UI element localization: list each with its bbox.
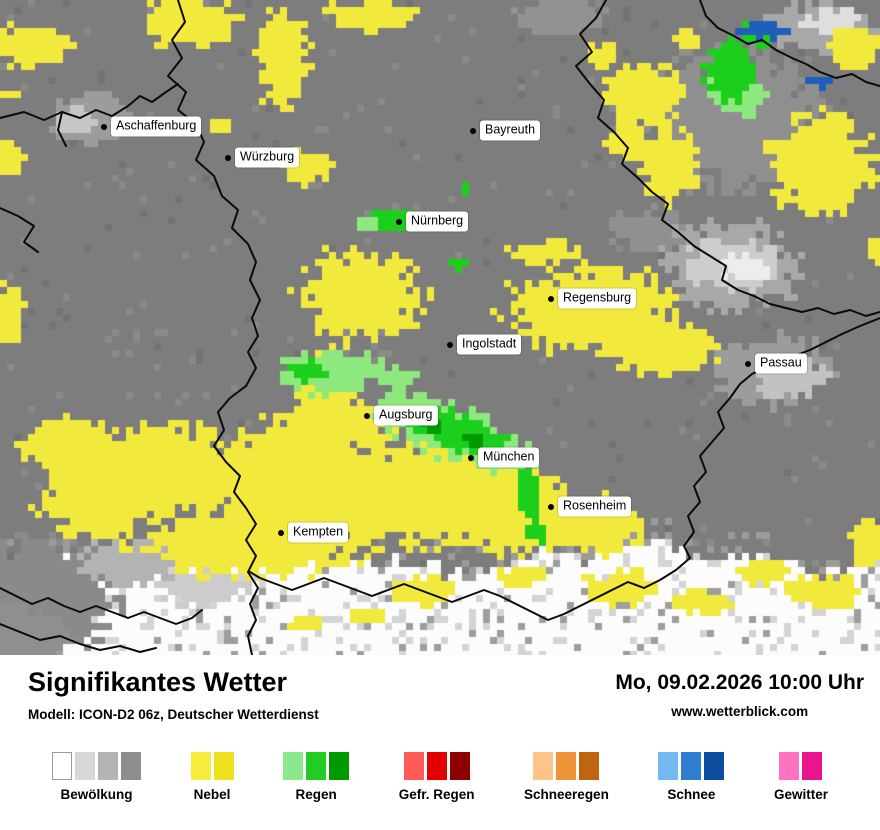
legend-group-bewölkung: Bewölkung	[52, 752, 141, 802]
legend-swatch	[190, 752, 211, 780]
legend-swatch	[403, 752, 424, 780]
legend-swatch	[449, 752, 470, 780]
legend-swatches	[52, 752, 141, 780]
city-dot	[745, 361, 751, 367]
legend-group-schneeregen: Schneeregen	[524, 752, 609, 802]
legend-group-nebel: Nebel	[190, 752, 234, 802]
city-markers-layer: Aschaffenburg Würzburg Bayreuth Nürnberg Reg…	[101, 116, 807, 542]
legend-swatch	[681, 752, 702, 780]
city-label-kempten: Kempten	[288, 522, 349, 542]
weather-map: Aschaffenburg Würzburg Bayreuth Nürnberg Reg…	[0, 0, 880, 655]
legend-swatch	[213, 752, 234, 780]
footer: Signifikantes Wetter Modell: ICON-D2 06z…	[0, 655, 880, 830]
city-dot	[468, 455, 474, 461]
legend-swatch	[75, 752, 95, 780]
city-dot	[364, 413, 370, 419]
city-dot	[447, 342, 453, 348]
legend-swatch	[52, 752, 72, 780]
city-label-regensburg: Regensburg	[558, 288, 637, 308]
legend-swatch	[556, 752, 577, 780]
city-label-ingolstadt: Ingolstadt	[457, 334, 522, 354]
city-label-nürnberg: Nürnberg	[406, 211, 469, 231]
city-label-münchen: München	[478, 447, 540, 467]
legend-swatches	[533, 752, 600, 780]
legend-swatches	[283, 752, 350, 780]
page-title: Signifikantes Wetter	[28, 667, 288, 697]
legend-swatch	[779, 752, 800, 780]
website: www.wetterblick.com	[671, 704, 809, 719]
legend-swatch	[121, 752, 141, 780]
legend-swatch	[704, 752, 725, 780]
city-dot	[101, 124, 107, 130]
city-dot	[278, 530, 284, 536]
legend-label: Schneeregen	[524, 787, 609, 802]
legend-swatches	[403, 752, 470, 780]
city-label-rosenheim: Rosenheim	[558, 496, 632, 516]
city-dot	[396, 219, 402, 225]
legend-swatch	[98, 752, 118, 780]
city-dot	[470, 128, 476, 134]
legend-label: Regen	[295, 787, 337, 802]
city-label-bayreuth: Bayreuth	[480, 120, 541, 140]
legend-label: Nebel	[193, 787, 231, 802]
legend-swatches	[658, 752, 725, 780]
city-label-augsburg: Augsburg	[374, 405, 438, 425]
legend-swatch	[533, 752, 554, 780]
legend-swatch	[426, 752, 447, 780]
city-label-würzburg: Würzburg	[235, 147, 300, 167]
datetime: Mo, 09.02.2026 10:00 Uhr	[615, 671, 864, 694]
city-dot	[225, 155, 231, 161]
legend-swatch	[802, 752, 823, 780]
legend-swatches	[190, 752, 234, 780]
legend-label: Gewitter	[773, 787, 828, 802]
legend-swatch	[658, 752, 679, 780]
legend-swatch	[283, 752, 304, 780]
legend-label: Bewölkung	[60, 787, 133, 802]
model-info: Modell: ICON-D2 06z, Deutscher Wetterdie…	[28, 707, 319, 722]
legend-group-schnee: Schnee	[658, 752, 725, 802]
city-dot	[548, 504, 554, 510]
city-label-passau: Passau	[755, 353, 807, 373]
legend-label: Gefr. Regen	[398, 787, 475, 802]
legend-group-gewitter: Gewitter	[774, 752, 828, 802]
city-label-aschaffenburg: Aschaffenburg	[111, 116, 202, 136]
legend-group-regen: Regen	[283, 752, 350, 802]
legend: Bewölkung Nebel Regen Gefr. Regen Schneerege…	[52, 752, 828, 802]
legend-label: Schnee	[667, 787, 716, 802]
legend-swatch	[579, 752, 600, 780]
legend-swatches	[779, 752, 823, 780]
legend-swatch	[329, 752, 350, 780]
legend-swatch	[306, 752, 327, 780]
datetime-block: Mo, 09.02.2026 10:00 Uhr www.wetterblick…	[615, 671, 864, 719]
legend-group-gefr-regen: Gefr. Regen	[398, 752, 475, 802]
city-dot	[548, 296, 554, 302]
